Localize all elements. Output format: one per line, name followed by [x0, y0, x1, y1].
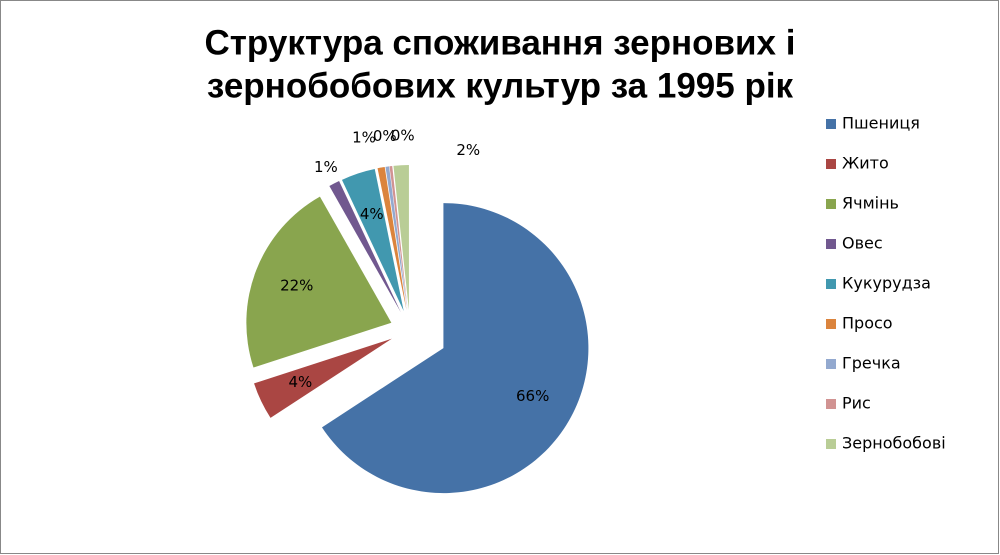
legend-label: Пшениця [842, 114, 920, 133]
data-label: 1% [352, 128, 376, 146]
legend-swatch [826, 199, 836, 209]
data-label: 2% [456, 141, 480, 159]
legend-label: Кукурудза [842, 274, 931, 293]
pie-slice [377, 166, 407, 311]
legend-swatch [826, 119, 836, 129]
legend-label: Гречка [842, 354, 901, 373]
pie-slice [389, 165, 408, 311]
legend-swatch [826, 159, 836, 169]
legend-swatch [826, 359, 836, 369]
data-label: 22% [280, 276, 313, 294]
legend-swatch [826, 279, 836, 289]
legend-label: Зернобобові [842, 434, 946, 453]
legend-label: Просо [842, 314, 893, 333]
legend-label: Рис [842, 394, 871, 413]
legend-swatch [826, 319, 836, 329]
data-label: 4% [288, 373, 312, 391]
legend-label: Овес [842, 234, 883, 253]
chart-title: зернобобових культур за 1995 рік [207, 66, 794, 105]
pie-slice [254, 338, 392, 418]
legend-swatch [826, 439, 836, 449]
legend-swatch [826, 239, 836, 249]
data-label: 0% [391, 127, 415, 145]
data-label: 0% [373, 127, 397, 145]
data-label: 66% [516, 387, 549, 405]
pie-slice [341, 168, 404, 312]
data-label: 4% [360, 205, 384, 223]
legend-label: Жито [842, 154, 889, 173]
pie-slice [246, 196, 392, 368]
pie-slice [385, 166, 408, 311]
legend-swatch [826, 399, 836, 409]
pie-slice [329, 181, 401, 313]
legend-label: Ячмінь [842, 194, 899, 213]
chart-title: Структура споживання зернових і [205, 23, 796, 62]
data-label: 1% [314, 158, 338, 176]
pie-slice [393, 165, 409, 311]
pie-slice [321, 203, 589, 494]
